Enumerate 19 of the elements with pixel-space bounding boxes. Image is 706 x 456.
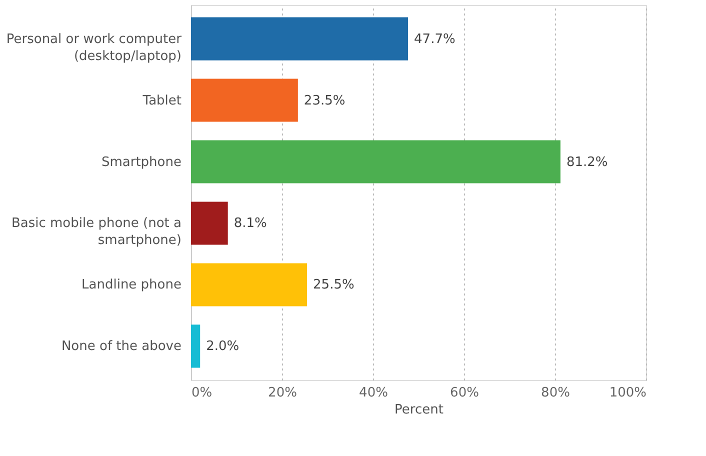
- x-tick-label: 60%: [450, 386, 479, 400]
- x-tick-label: 0%: [192, 386, 212, 400]
- data-label: 8.1%: [234, 216, 267, 232]
- data-label: 23.5%: [304, 93, 346, 108]
- y-tick-label: None of the above: [61, 339, 182, 354]
- data-label: 25.5%: [313, 278, 354, 293]
- data-label: 81.2%: [566, 154, 608, 170]
- data-label: 2.0%: [206, 339, 240, 354]
- x-tick-label: 20%: [268, 386, 297, 400]
- y-tick-label: Basic mobile phone (not a smartphone): [11, 216, 182, 248]
- x-tick-label: 40%: [359, 386, 388, 400]
- y-tick-label: Landline phone: [82, 278, 182, 293]
- x-tick-label: 80%: [541, 386, 570, 400]
- data-label: 47.7%: [414, 32, 456, 47]
- x-tick-label: 100%: [609, 386, 646, 400]
- y-tick-label: Tablet: [142, 93, 182, 108]
- y-tick-label: Smartphone: [101, 154, 182, 170]
- x-axis-title: Percent: [394, 402, 444, 418]
- y-tick-label: Personal or work computer (desktop/laptop): [6, 32, 182, 64]
